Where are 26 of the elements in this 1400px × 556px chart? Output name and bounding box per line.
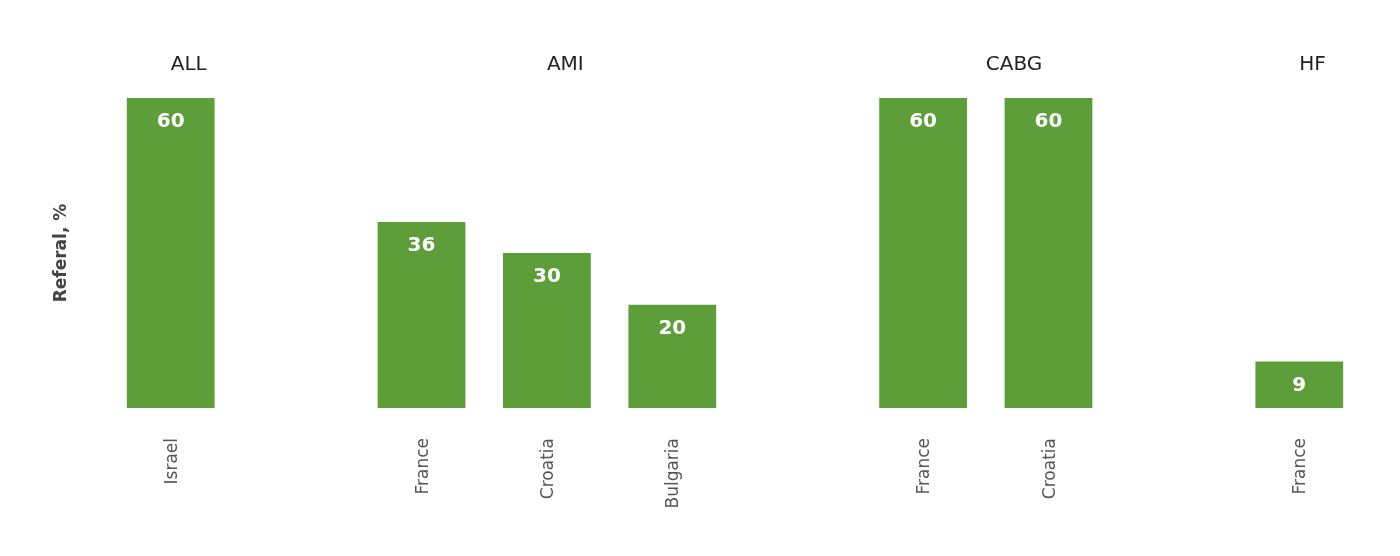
- y-axis-title: Referal, %: [49, 203, 70, 303]
- text: AMI: [546, 51, 584, 75]
- x-tick-label: Israel: [160, 438, 181, 485]
- x-tick-label: France: [411, 438, 432, 495]
- x-tick-label: France: [913, 438, 934, 495]
- x-tick-label: Croatia: [536, 438, 557, 500]
- x-tick-label: Bulgaria: [662, 438, 683, 509]
- bar: [628, 304, 717, 408]
- data-label: 9: [1292, 371, 1307, 396]
- bar: [126, 98, 215, 408]
- x-tick-label: France: [1289, 438, 1310, 495]
- data-label: 60: [156, 108, 185, 132]
- text: HF: [1299, 51, 1326, 75]
- data-label: 60: [909, 108, 938, 132]
- text: ALL: [170, 51, 208, 75]
- bar: [377, 222, 466, 408]
- bar: [879, 98, 967, 408]
- x-tick-label: Croatia: [1038, 438, 1059, 500]
- data-label: 20: [658, 314, 687, 339]
- bar: [1004, 98, 1093, 408]
- bar: [1255, 361, 1344, 408]
- data-label: 30: [532, 263, 561, 287]
- bar: [503, 253, 591, 408]
- data-label: 36: [407, 232, 436, 256]
- data-label: 60: [1034, 108, 1063, 132]
- text: CABG: [985, 51, 1043, 75]
